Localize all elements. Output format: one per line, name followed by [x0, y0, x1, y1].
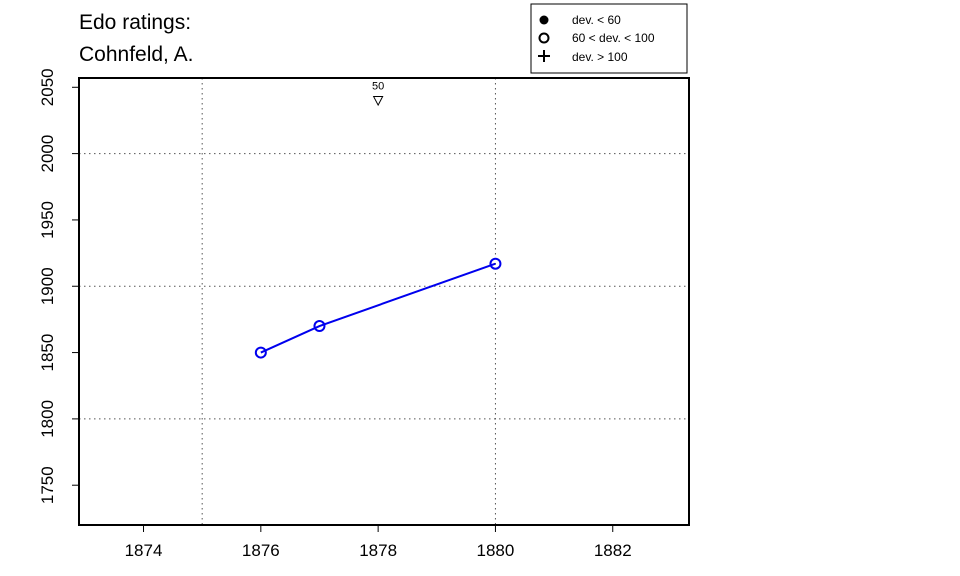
legend-filled-circle-icon — [539, 15, 549, 25]
chart-title-line-1: Edo ratings: — [79, 11, 191, 34]
legend-label-high-dev: dev. > 100 — [572, 50, 628, 64]
chart-title-line-2: Cohnfeld, A. — [79, 43, 193, 66]
x-tick-label: 1874 — [125, 541, 163, 560]
rating-line — [260, 262, 496, 354]
annotation-label: 50 — [372, 81, 384, 93]
x-tick-label: 1878 — [359, 541, 397, 560]
annotation-layer: 50 — [372, 81, 384, 107]
y-tick-label: 2000 — [38, 135, 57, 173]
legend-label-mid-dev: 60 < dev. < 100 — [572, 31, 655, 45]
legend-plus-icon — [538, 50, 550, 62]
x-tick-label: 1876 — [242, 541, 280, 560]
x-tick-label: 1880 — [477, 541, 515, 560]
y-tick-label: 1900 — [38, 267, 57, 305]
y-tick-label: 1950 — [38, 201, 57, 239]
y-tick-label: 2050 — [38, 68, 57, 106]
series-layer — [254, 257, 502, 359]
legend-open-circle-icon — [538, 32, 550, 44]
plot-frame — [78, 77, 690, 526]
grid-layer — [79, 78, 689, 525]
legend-box — [530, 3, 688, 74]
triangle-down-icon — [372, 96, 384, 107]
axis-layer: 1874 1876 1878 1880 1882 1750 1800 1850 1900 1950… — [38, 68, 632, 560]
y-tick-label: 1850 — [38, 334, 57, 372]
y-tick-label: 1750 — [38, 466, 57, 504]
legend-label-low-dev: dev. < 60 — [572, 13, 621, 27]
rating-point — [313, 320, 326, 333]
legend: dev. < 60 60 < dev. < 100 dev. > 100 — [530, 3, 688, 74]
rating-point — [254, 346, 267, 359]
y-tick-label: 1800 — [38, 400, 57, 438]
rating-point — [489, 257, 502, 270]
x-tick-label: 1882 — [594, 541, 632, 560]
